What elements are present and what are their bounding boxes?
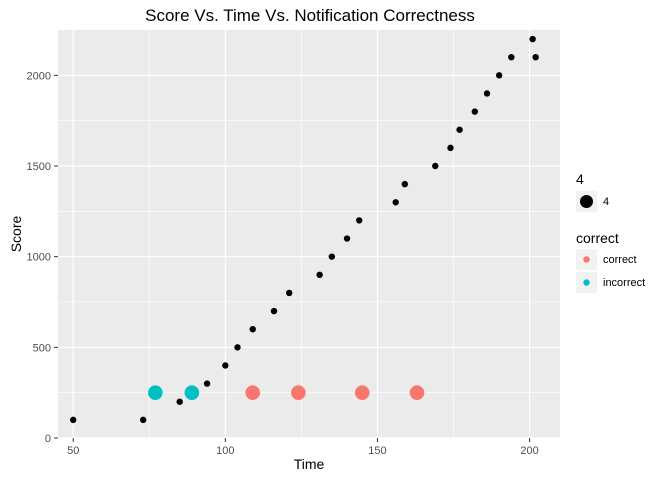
data-point-correct (245, 385, 261, 400)
y-tick-label: 1000 (27, 252, 51, 264)
x-axis-label: Time (294, 456, 325, 472)
legend-incorrect-label: incorrect (603, 277, 645, 289)
x-tick-label: 100 (216, 445, 234, 457)
data-point (508, 54, 515, 61)
data-point (401, 180, 409, 188)
legend-correct-title: correct (576, 230, 619, 246)
y-axis: 0 500 1000 1500 2000 (27, 70, 58, 445)
y-tick-label: 2000 (27, 70, 51, 82)
data-point (316, 271, 323, 278)
legend-size-title: 4 (576, 171, 584, 187)
data-points (70, 35, 539, 424)
legend-size: 4 4 (576, 171, 609, 212)
x-axis: 50 100 150 200 (67, 438, 539, 457)
data-point (176, 398, 183, 405)
x-tick-label: 200 (520, 445, 538, 457)
data-point (483, 90, 491, 97)
y-tick-label: 0 (45, 433, 51, 445)
data-point-incorrect (148, 385, 163, 400)
plot-panel (58, 30, 560, 438)
data-point (356, 217, 363, 224)
data-point (222, 362, 229, 369)
data-point (139, 416, 147, 424)
data-point (343, 235, 351, 242)
data-point (203, 380, 211, 387)
legend-correct-label: correct (603, 254, 637, 266)
x-tick-label: 50 (67, 445, 79, 457)
data-point (70, 416, 77, 424)
y-tick-label: 500 (33, 342, 51, 354)
legend-incorrect-key-point (583, 279, 590, 286)
data-point (270, 307, 278, 315)
data-point (432, 162, 439, 170)
data-point (532, 54, 539, 61)
data-point (286, 289, 293, 297)
data-point (471, 108, 479, 115)
legend-correct-key-point (583, 256, 590, 263)
grid-lines (58, 30, 560, 439)
data-point-correct (409, 385, 425, 400)
legend-correct: correct correct incorrect (576, 230, 645, 293)
data-point (456, 126, 463, 133)
data-point (249, 326, 256, 333)
data-point (392, 199, 399, 206)
data-point-correct (354, 385, 370, 400)
legend-size-label: 4 (603, 196, 609, 208)
data-point-incorrect (184, 385, 200, 400)
data-point (328, 253, 336, 260)
data-point (495, 72, 503, 79)
x-tick-label: 150 (368, 445, 386, 457)
data-point (234, 344, 241, 351)
data-point-correct (291, 385, 306, 400)
y-tick-label: 1500 (27, 161, 51, 173)
legend-size-key-point (580, 195, 593, 208)
y-axis-label: Score (8, 216, 24, 253)
data-point (529, 35, 536, 43)
data-point (447, 144, 454, 152)
chart-title: Score Vs. Time Vs. Notification Correctn… (145, 6, 475, 25)
